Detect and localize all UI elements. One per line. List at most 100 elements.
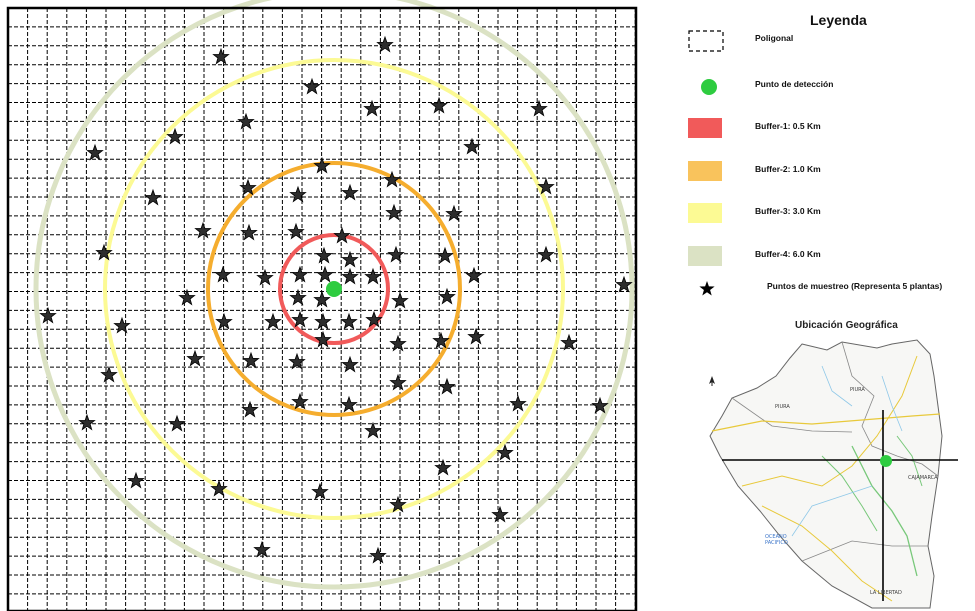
sampling-point-star bbox=[242, 351, 260, 369]
sampling-point-star bbox=[186, 349, 204, 367]
inset-label-piura-east: PIURA bbox=[850, 387, 865, 393]
sampling-points bbox=[39, 35, 633, 564]
sampling-point-star bbox=[389, 334, 407, 352]
buffer-3-swatch bbox=[688, 203, 722, 223]
buffer-2-swatch bbox=[688, 161, 722, 181]
legend-label: Punto de detección bbox=[755, 79, 834, 89]
sampling-point-star bbox=[315, 246, 333, 264]
sampling-point-star bbox=[363, 99, 381, 117]
sampling-point-star bbox=[291, 265, 309, 283]
sampling-point-star bbox=[316, 265, 334, 283]
sampling-point-star bbox=[313, 290, 331, 308]
sampling-point-star bbox=[239, 178, 257, 196]
sampling-point-star bbox=[287, 222, 305, 240]
sampling-point-star bbox=[341, 355, 359, 373]
sampling-point-star bbox=[194, 221, 212, 239]
legend-label: Puntos de muestreo (Representa 5 plantas… bbox=[767, 281, 943, 291]
sampling-point-star bbox=[127, 471, 145, 489]
map-frame bbox=[6, 6, 638, 611]
sampling-point-star bbox=[364, 421, 382, 439]
sampling-point-star bbox=[463, 137, 481, 155]
inset-label-cajamarca: CAJAMARCA bbox=[908, 475, 938, 481]
sampling-point-star bbox=[365, 310, 383, 328]
inset-label-la-libertad: LA LIBERTAD bbox=[870, 590, 902, 596]
sampling-point-star bbox=[289, 288, 307, 306]
sampling-point-star bbox=[391, 291, 409, 309]
sampling-point-star bbox=[341, 250, 359, 268]
legend-label: Poligonal bbox=[755, 33, 794, 43]
green-dot-icon bbox=[701, 79, 717, 95]
sampling-point-star bbox=[86, 143, 104, 161]
sampling-point-star bbox=[434, 458, 452, 476]
buffer-ring-4 bbox=[33, 0, 635, 590]
legend-item-sampling: Puntos de muestreo (Representa 5 plantas… bbox=[680, 278, 975, 300]
sampling-point-star bbox=[369, 546, 387, 564]
legend-label: Buffer-1: 0.5 Km bbox=[755, 121, 821, 131]
sampling-point-star bbox=[383, 170, 401, 188]
detection-point bbox=[326, 281, 342, 297]
sampling-point-star bbox=[389, 373, 407, 391]
sampling-point-star bbox=[289, 185, 307, 203]
sampling-point-star bbox=[166, 127, 184, 145]
legend-item-buffer-1: Buffer-1: 0.5 Km bbox=[680, 118, 975, 140]
sampling-point-star bbox=[314, 330, 332, 348]
sampling-point-star bbox=[385, 203, 403, 221]
sampling-point-star bbox=[445, 204, 463, 222]
buffer-ring-1 bbox=[278, 233, 390, 345]
sampling-point-star bbox=[313, 156, 331, 174]
sampling-point-star bbox=[537, 177, 555, 195]
sampling-point-star bbox=[387, 245, 405, 263]
sampling-point-star bbox=[389, 495, 407, 513]
buffer-1-swatch bbox=[688, 118, 722, 138]
sampling-point-star bbox=[144, 188, 162, 206]
sampling-point-star bbox=[264, 312, 282, 330]
legend-label: Buffer-3: 3.0 Km bbox=[755, 206, 821, 216]
sampling-point-star bbox=[39, 306, 57, 324]
buffer-rings bbox=[33, 0, 635, 590]
polygon-grid bbox=[8, 8, 636, 611]
sampling-point-star bbox=[303, 77, 321, 95]
sampling-point-star bbox=[465, 266, 483, 284]
sampling-point-star bbox=[78, 413, 96, 431]
sampling-point-star bbox=[436, 246, 454, 264]
legend-panel: Leyenda Poligonal Punto de detección Buf… bbox=[680, 0, 975, 611]
inset-label-oceano: OCEANO PACIFICO bbox=[765, 534, 788, 546]
sampling-point-star bbox=[340, 395, 358, 413]
sampling-point-star bbox=[210, 479, 228, 497]
sampling-point-star bbox=[364, 267, 382, 285]
location-inset-map bbox=[709, 339, 958, 609]
sampling-point-star bbox=[288, 352, 306, 370]
sampling-point-star bbox=[560, 333, 578, 351]
inset-label-piura-west: PIURA bbox=[775, 404, 790, 410]
legend-item-buffer-2: Buffer-2: 1.0 Km bbox=[680, 161, 975, 183]
sampling-point-star bbox=[291, 310, 309, 328]
sampling-point-star bbox=[376, 35, 394, 53]
sampling-point-star bbox=[430, 96, 448, 114]
sampling-point-star bbox=[100, 365, 118, 383]
sampling-point-star bbox=[340, 312, 358, 330]
sampling-point-star bbox=[256, 268, 274, 286]
sampling-point-star bbox=[212, 47, 230, 65]
buffer-ring-3 bbox=[103, 58, 565, 520]
legend-item-polygon: Poligonal bbox=[680, 30, 975, 52]
sampling-point-star bbox=[314, 312, 332, 330]
sampling-point-star bbox=[237, 112, 255, 130]
inset-title: Ubicación Geográfica bbox=[795, 320, 898, 331]
sampling-point-star bbox=[530, 99, 548, 117]
legend-label: Buffer-4: 6.0 Km bbox=[755, 249, 821, 259]
legend-title: Leyenda bbox=[810, 12, 867, 28]
legend-item-detection: Punto de detección bbox=[680, 76, 975, 98]
sampling-point-star bbox=[467, 327, 485, 345]
sampling-map bbox=[6, 0, 638, 611]
sampling-point-star bbox=[113, 316, 131, 334]
sampling-point-star bbox=[438, 377, 456, 395]
sampling-point-star bbox=[240, 223, 258, 241]
sampling-point-star bbox=[168, 414, 186, 432]
legend-item-buffer-4: Buffer-4: 6.0 Km bbox=[680, 246, 975, 268]
sampling-point-star bbox=[432, 331, 450, 349]
star-icon bbox=[699, 281, 715, 296]
sampling-point-star bbox=[178, 288, 196, 306]
sampling-point-star bbox=[591, 396, 609, 414]
sampling-point-star bbox=[537, 245, 555, 263]
dashed-rectangle-icon bbox=[688, 30, 724, 52]
